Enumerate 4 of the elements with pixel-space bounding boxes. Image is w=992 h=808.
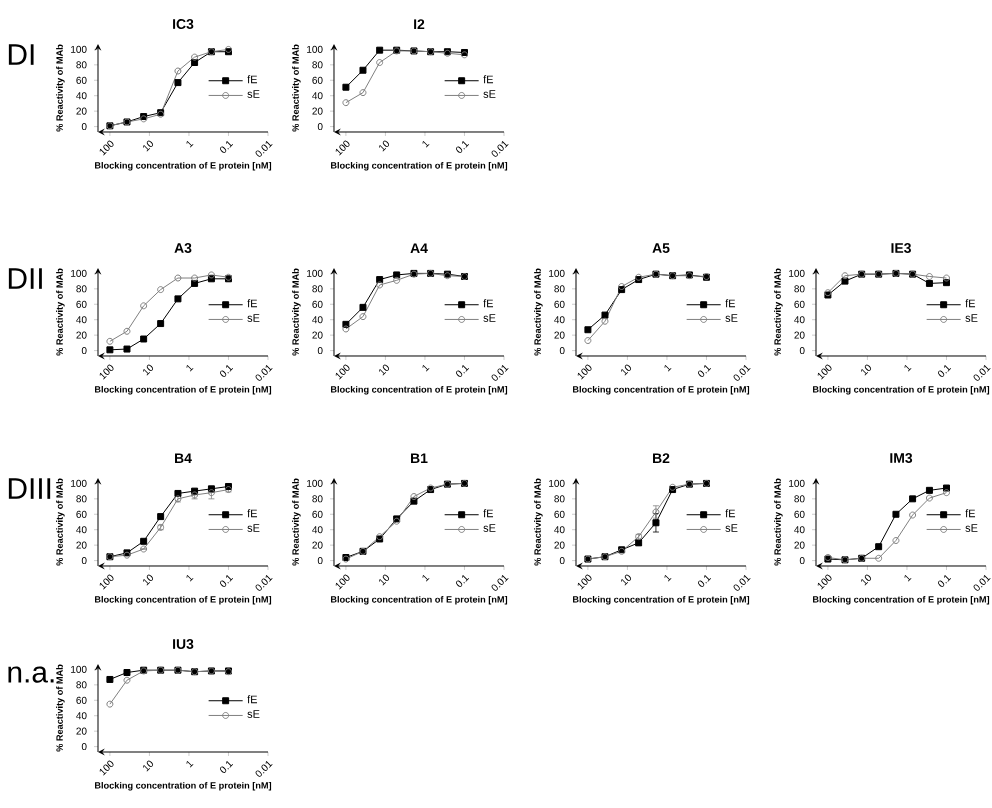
text: DI bbox=[8, 44, 34, 65]
text: DII bbox=[8, 268, 42, 289]
text: DIII bbox=[8, 478, 51, 499]
text: n.a. bbox=[8, 666, 54, 683]
